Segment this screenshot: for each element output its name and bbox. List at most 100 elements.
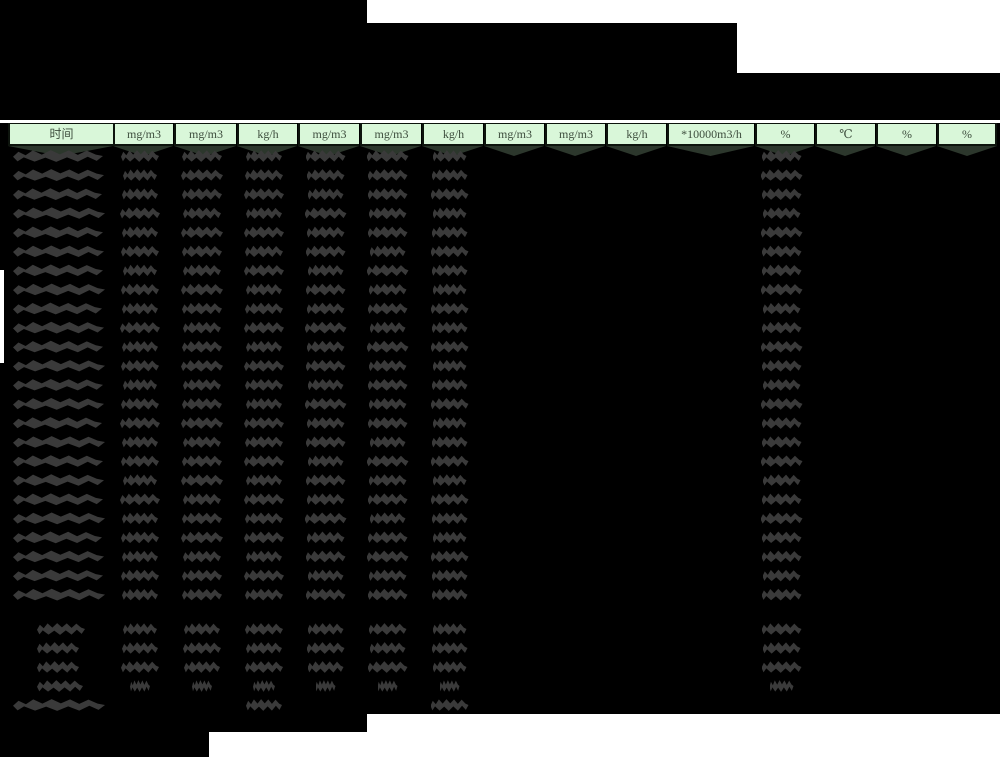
redacted-value-blob: [430, 188, 469, 201]
redacted-value-blob: [306, 340, 345, 353]
redacted-summary-value-blob: [761, 661, 802, 673]
redacted-value-blob: [430, 455, 469, 467]
redacted-summary-value-blob: [377, 680, 398, 692]
redacted-value-blob: [305, 283, 346, 296]
redacted-value-blob: [369, 321, 406, 334]
header-cell-label: mg/m3: [312, 127, 347, 141]
redacted-value-blob: [307, 264, 344, 277]
redacted-value-blob: [368, 474, 407, 487]
redacted-summary-value-blob: [121, 661, 159, 673]
redacted-value-blob: [121, 569, 159, 582]
redacted-value-blob: [432, 359, 467, 372]
redacted-value-blob: [430, 302, 469, 315]
redacted-value-blob: [181, 226, 223, 239]
redacted-value-blob: [430, 493, 469, 506]
left-edge-sliver: [0, 270, 4, 363]
redacted-value-blob: [368, 283, 407, 296]
header-shadow-triangle: [298, 146, 359, 156]
redacted-value-blob: [181, 531, 223, 544]
redacted-value-blob: [432, 531, 467, 544]
redacted-value-blob: [305, 436, 346, 448]
header-cell-11: %: [755, 123, 814, 146]
redacted-value-blob: [760, 283, 803, 296]
redacted-value-blob: [306, 493, 345, 506]
redacted-value-blob: [304, 398, 347, 410]
redacted-value-blob: [122, 340, 158, 353]
redacted-datetime-blob: [13, 169, 104, 181]
redacted-summary-value-blob: [123, 623, 157, 635]
table-body: [0, 146, 1000, 714]
redacted-value-blob: [183, 493, 221, 506]
redacted-value-blob: [760, 340, 803, 353]
redacted-value-blob: [123, 264, 157, 277]
redacted-value-blob: [369, 512, 406, 525]
redacted-value-blob: [121, 150, 159, 162]
redacted-value-blob: [761, 150, 802, 162]
redacted-value-blob: [761, 245, 802, 258]
redacted-value-blob: [305, 588, 346, 601]
redacted-value-blob: [366, 455, 409, 467]
redacted-value-blob: [183, 207, 221, 220]
header-cell-label: ℃: [839, 127, 853, 141]
redacted-value-blob: [367, 302, 408, 315]
redacted-summary-value-blob: [245, 661, 283, 673]
redacted-value-blob: [305, 150, 346, 162]
redacted-value-blob: [246, 207, 282, 220]
redacted-value-blob: [305, 474, 346, 487]
redacted-value-blob: [305, 359, 346, 372]
header-cell-label: mg/m3: [374, 127, 409, 141]
header-cell-12: ℃: [815, 123, 875, 146]
redacted-summary-value-blob: [430, 699, 469, 711]
redacted-datetime-blob: [13, 188, 102, 201]
redacted-value-blob: [366, 264, 409, 277]
redacted-summary-label-blob: [37, 623, 85, 635]
redacted-summary-value-blob: [769, 680, 794, 692]
redacted-summary-value-blob: [246, 699, 282, 711]
header-cell-label: %: [780, 127, 791, 141]
redacted-value-blob: [244, 531, 284, 544]
redacted-value-blob: [306, 417, 345, 429]
redacted-value-blob: [244, 264, 284, 277]
redacted-summary-value-blob: [253, 680, 275, 692]
redacted-value-blob: [760, 398, 803, 410]
header-shadow-triangle: [937, 146, 997, 156]
redacted-datetime-blob: [13, 321, 104, 334]
redacted-datetime-blob: [13, 493, 103, 506]
redacted-value-blob: [183, 550, 221, 563]
bottom-redaction-2: [0, 732, 209, 757]
redacted-value-blob: [121, 398, 159, 410]
redacted-value-blob: [244, 455, 284, 467]
redacted-value-blob: [431, 569, 468, 582]
redacted-value-blob: [183, 378, 221, 391]
redacted-value-blob: [432, 417, 467, 429]
redacted-value-blob: [762, 569, 801, 582]
redacted-value-blob: [245, 588, 283, 601]
redacted-value-blob: [305, 245, 346, 258]
header-cell-label: mg/m3: [188, 127, 223, 141]
redacted-value-blob: [181, 359, 223, 372]
redacted-value-blob: [245, 245, 283, 258]
header-cell-0: 时间: [8, 123, 113, 146]
redacted-value-blob: [181, 283, 223, 296]
redacted-datetime-blob: [13, 455, 103, 467]
header-cell-7: mg/m3: [484, 123, 544, 146]
redacted-summary-value-blob: [762, 642, 801, 654]
header-cell-label: kg/h: [257, 127, 279, 141]
redacted-value-blob: [761, 550, 802, 563]
redacted-summary-label-blob: [37, 680, 83, 692]
redacted-summary-value-blob: [369, 642, 406, 654]
redacted-value-blob: [182, 569, 222, 582]
redacted-summary-value-blob: [432, 623, 467, 635]
header-cell-9: kg/h: [606, 123, 666, 146]
redacted-value-blob: [367, 531, 408, 544]
redacted-summary-value-blob: [245, 623, 283, 635]
header-cell-label: %: [962, 127, 972, 141]
redacted-value-blob: [761, 188, 802, 201]
redacted-summary-value-blob: [122, 642, 158, 654]
redacted-summary-label-blob: [37, 661, 79, 673]
redacted-value-blob: [123, 169, 157, 181]
redacted-value-blob: [761, 531, 802, 544]
redacted-value-blob: [431, 512, 468, 525]
redacted-value-blob: [368, 398, 407, 410]
redacted-value-blob: [120, 321, 160, 334]
